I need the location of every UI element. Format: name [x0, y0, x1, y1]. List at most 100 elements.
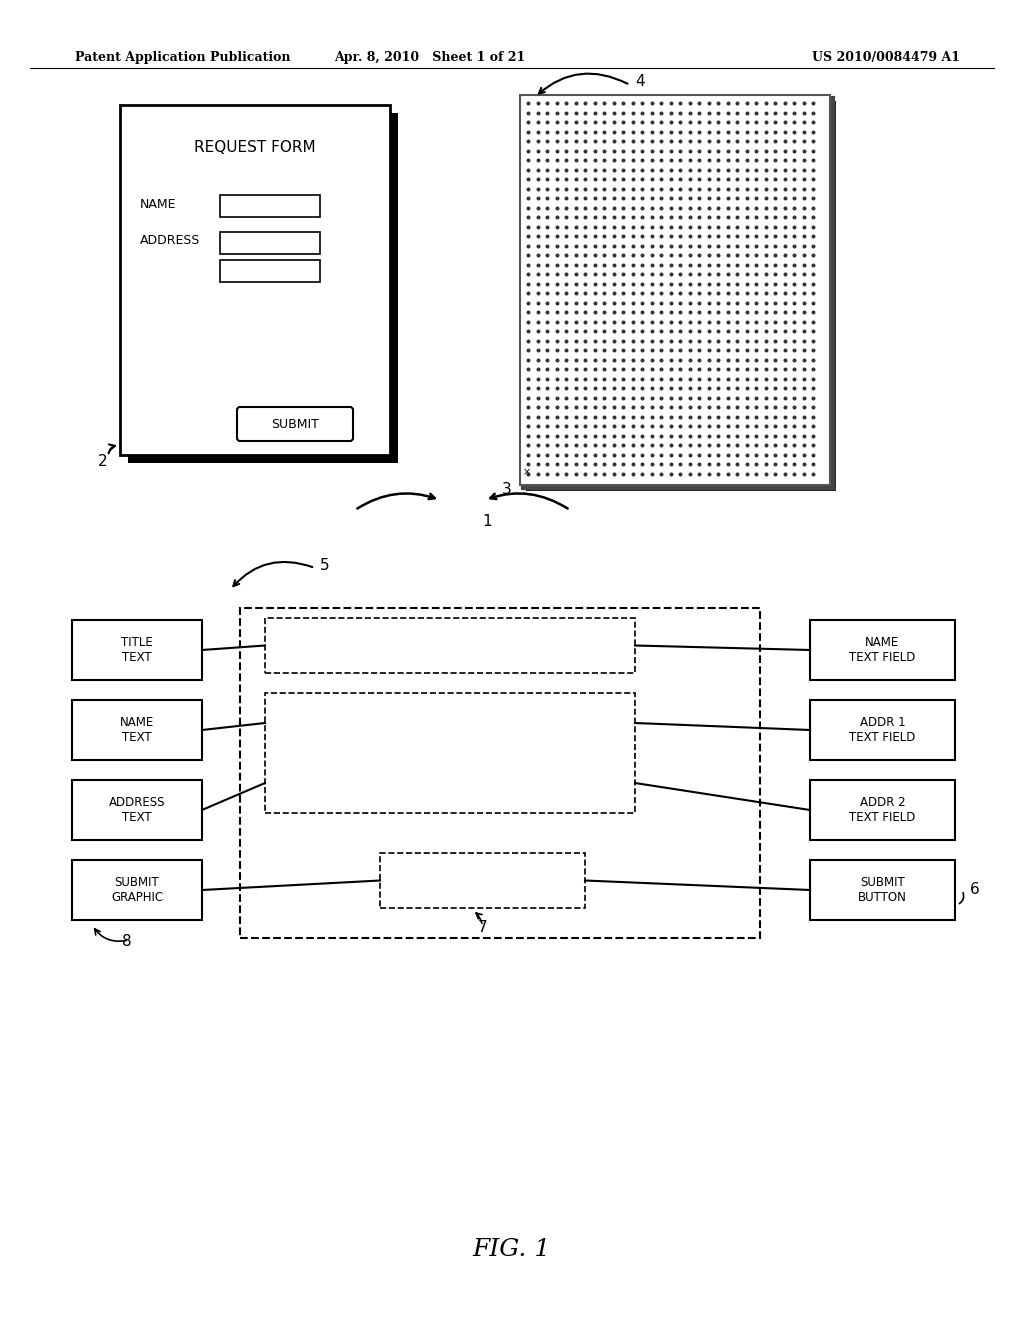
Point: [605, 216, 622, 238]
Point: [614, 444, 631, 465]
Point: [625, 111, 641, 132]
Point: [691, 206, 708, 227]
Point: [653, 131, 670, 152]
Point: [643, 359, 659, 380]
Point: [796, 121, 812, 143]
Point: [758, 235, 774, 256]
Point: [520, 348, 537, 370]
Point: [520, 235, 537, 256]
Point: [700, 444, 717, 465]
Point: [605, 111, 622, 132]
Point: [539, 92, 555, 114]
Point: [643, 301, 659, 322]
Point: [672, 273, 688, 294]
Point: [520, 206, 537, 227]
Point: [587, 396, 603, 417]
Point: [663, 206, 679, 227]
Point: [625, 292, 641, 313]
Point: [643, 131, 659, 152]
Point: [558, 416, 574, 437]
Point: [719, 444, 735, 465]
Point: [700, 178, 717, 199]
Point: [748, 387, 764, 408]
Point: [805, 348, 821, 370]
Point: [796, 253, 812, 275]
Point: [672, 444, 688, 465]
Point: [776, 434, 793, 455]
Point: [529, 396, 546, 417]
Point: [672, 178, 688, 199]
Point: [587, 244, 603, 265]
Point: [738, 348, 755, 370]
Point: [681, 434, 697, 455]
Point: [567, 463, 584, 484]
Point: [614, 158, 631, 180]
Point: [767, 111, 783, 132]
Text: NAME
TEXT: NAME TEXT: [120, 715, 155, 744]
Point: [605, 330, 622, 351]
Point: [738, 235, 755, 256]
Point: [625, 359, 641, 380]
Point: [614, 149, 631, 170]
Point: [796, 407, 812, 428]
Point: [719, 244, 735, 265]
Point: [625, 425, 641, 446]
Point: [596, 253, 612, 275]
Point: [548, 140, 564, 161]
Point: [625, 273, 641, 294]
Point: [605, 301, 622, 322]
Point: [805, 378, 821, 399]
Point: [691, 187, 708, 209]
Point: [548, 158, 564, 180]
Point: [577, 359, 593, 380]
Point: [729, 359, 745, 380]
Point: [785, 312, 802, 333]
Bar: [120, 106, 390, 455]
Point: [663, 140, 679, 161]
Point: [691, 92, 708, 114]
Point: [758, 321, 774, 342]
Point: [691, 321, 708, 342]
Point: [567, 273, 584, 294]
Point: [758, 244, 774, 265]
Point: [587, 425, 603, 446]
Point: [796, 206, 812, 227]
Point: [691, 348, 708, 370]
Point: [748, 92, 764, 114]
Point: [805, 387, 821, 408]
Point: [567, 330, 584, 351]
Point: [539, 321, 555, 342]
Point: [776, 359, 793, 380]
Point: [558, 235, 574, 256]
Point: [785, 131, 802, 152]
Point: [691, 244, 708, 265]
Point: [748, 321, 764, 342]
Point: [558, 321, 574, 342]
FancyBboxPatch shape: [237, 407, 353, 441]
Point: [625, 140, 641, 161]
Text: 4: 4: [635, 74, 645, 90]
Point: [691, 226, 708, 247]
Point: [567, 102, 584, 123]
Point: [681, 253, 697, 275]
Point: [567, 416, 584, 437]
Point: [710, 348, 726, 370]
Point: [767, 273, 783, 294]
Point: [796, 92, 812, 114]
Point: [548, 444, 564, 465]
Bar: [220, 232, 319, 253]
Point: [738, 216, 755, 238]
Point: [634, 407, 650, 428]
Point: [614, 282, 631, 304]
Point: [738, 321, 755, 342]
Point: [776, 378, 793, 399]
Point: [577, 282, 593, 304]
Point: [672, 102, 688, 123]
Point: [548, 378, 564, 399]
Point: [643, 348, 659, 370]
Point: [567, 264, 584, 285]
Point: [776, 301, 793, 322]
Point: [596, 226, 612, 247]
Point: [653, 273, 670, 294]
Point: [625, 206, 641, 227]
